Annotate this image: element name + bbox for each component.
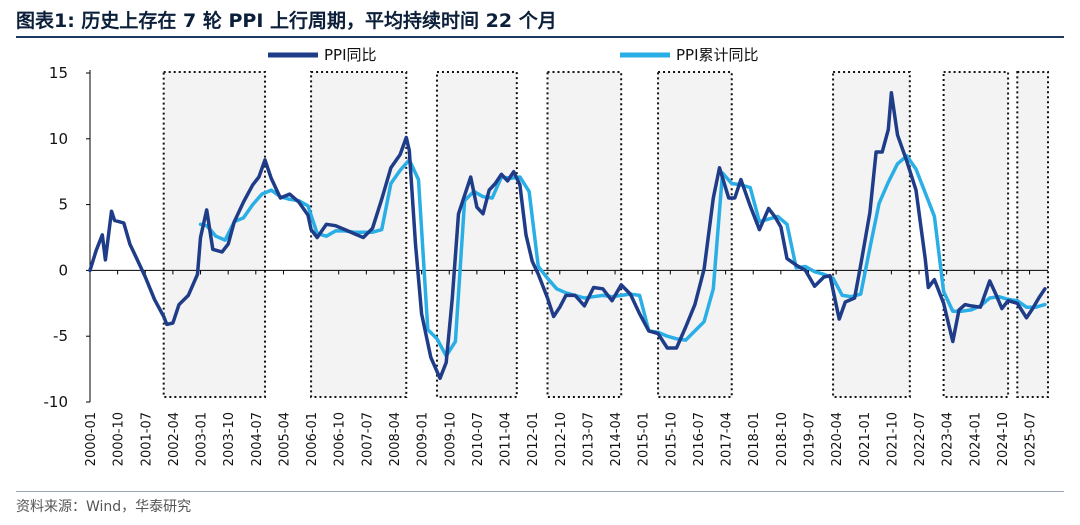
highlight-period-5 — [657, 71, 733, 398]
x-tick-label: 2015-01 — [637, 412, 652, 466]
x-tick-label: 2007-07 — [360, 412, 375, 466]
x-tick-label: 2011-04 — [499, 412, 514, 466]
ppi-line-chart: 15 10 5 0 -5 -10 2000-01 2000-10 2001-07 2002-04 2… — [44, 46, 1049, 466]
x-tick-label: 2023-04 — [941, 412, 956, 466]
x-tick-label: 2024-01 — [968, 412, 983, 466]
x-tick-label: 2004-07 — [250, 412, 265, 466]
x-tick-label: 2010-07 — [471, 412, 486, 466]
x-tick-label: 2019-07 — [803, 412, 818, 466]
x-tick-label: 2001-07 — [139, 412, 154, 466]
y-tick-label: 5 — [58, 196, 68, 214]
x-tick-label: 2024-10 — [996, 412, 1011, 466]
x-tick-label: 2012-01 — [526, 412, 541, 466]
chart-axes: 15 10 5 0 -5 -10 2000-01 2000-10 2001-07 2002-04 2… — [44, 64, 1048, 466]
x-tick-label: 2014-04 — [609, 412, 624, 466]
chart-title: 图表1: 历史上存在 7 轮 PPI 上行周期，平均持续时间 22 个月 — [16, 10, 557, 32]
chart-series — [88, 90, 1047, 381]
series-line-ppi-cumulative — [198, 154, 1047, 358]
x-tick-label: 2013-07 — [581, 412, 596, 466]
x-tick-label: 2002-04 — [167, 412, 182, 466]
x-tick-label: 2000-01 — [84, 412, 99, 466]
x-tick-label: 2017-04 — [720, 412, 735, 466]
highlight-period-4 — [546, 71, 623, 398]
highlight-periods — [162, 71, 1049, 398]
y-tick-label: -10 — [44, 393, 69, 411]
chart-title-row: 图表1: 历史上存在 7 轮 PPI 上行周期，平均持续时间 22 个月 — [16, 6, 1064, 36]
x-tick-label: 2018-01 — [747, 412, 762, 466]
x-tick-label: 2008-04 — [388, 412, 403, 466]
x-tick-label: 2009-01 — [416, 412, 431, 466]
x-tick-label: 2021-01 — [858, 412, 873, 466]
x-tick-label: 2000-10 — [112, 412, 127, 466]
x-tick-label: 2012-10 — [554, 412, 569, 466]
y-tick-label: 15 — [49, 64, 68, 82]
footer-divider — [16, 491, 1064, 492]
x-tick-label: 2003-10 — [222, 412, 237, 466]
highlight-period-3 — [435, 71, 518, 398]
x-tick-label: 2018-10 — [775, 412, 790, 466]
x-tick-label: 2016-07 — [692, 412, 707, 466]
y-tick-label: -5 — [53, 327, 68, 345]
x-tick-label: 2025-07 — [1024, 412, 1039, 466]
x-tick-label: 2021-10 — [885, 412, 900, 466]
legend-label-1: PPI同比 — [324, 46, 377, 64]
x-tick-label: 2003-01 — [195, 412, 210, 466]
x-tick-label: 2006-01 — [305, 412, 320, 466]
source-note: 资料来源：Wind，华泰研究 — [16, 499, 192, 515]
highlight-period-8 — [1016, 71, 1049, 398]
highlight-period-7 — [942, 71, 1010, 398]
chart-legend: PPI同比 PPI累计同比 — [268, 46, 759, 64]
title-divider — [16, 36, 1064, 38]
x-tick-label: 2009-10 — [443, 412, 458, 466]
x-tick-label: 2022-07 — [913, 412, 928, 466]
x-tick-label: 2006-10 — [333, 412, 348, 466]
y-tick-label: 0 — [58, 261, 68, 279]
series-line-ppi-yoy — [88, 90, 1047, 381]
y-tick-label: 10 — [49, 130, 68, 148]
x-tick-label: 2020-04 — [830, 412, 845, 466]
legend-label-2: PPI累计同比 — [676, 46, 759, 64]
x-tick-label: 2015-10 — [664, 412, 679, 466]
x-tick-label: 2005-04 — [277, 412, 292, 466]
